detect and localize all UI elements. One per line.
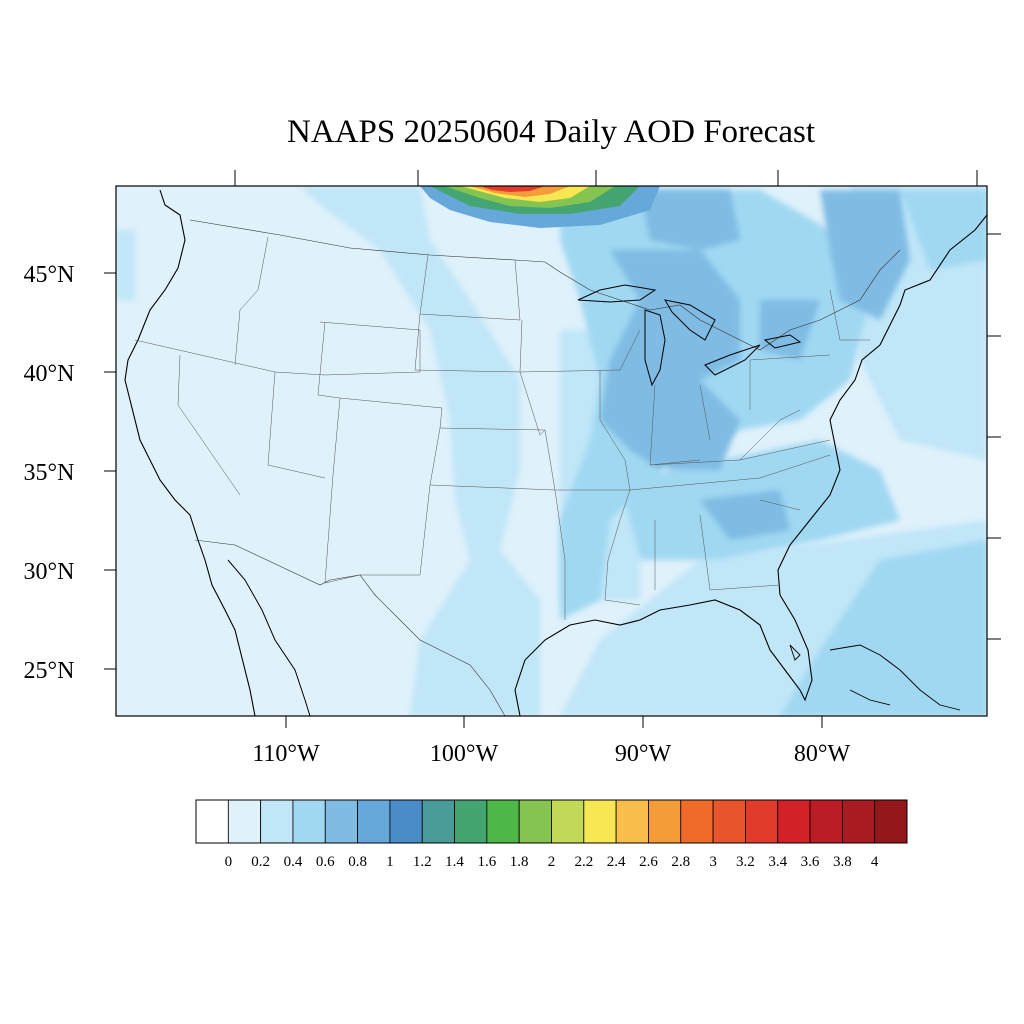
colorbar-tick-label: 1.8 — [510, 854, 529, 870]
colorbar-tick-label: 0 — [225, 854, 233, 870]
colorbar-tick-label: 1.6 — [477, 854, 496, 870]
florida-keys-and-islands — [789, 644, 961, 711]
west-coast-line — [124, 189, 256, 716]
colorbar-tick-label: 1 — [386, 854, 394, 870]
great-lakes — [577, 284, 802, 387]
colorbar-tick-label: 3 — [709, 854, 717, 870]
lat-label: 45°N — [24, 262, 75, 288]
colorbar-swatch — [841, 799, 876, 844]
colorbar-tick-label: 4 — [871, 854, 879, 870]
colorbar-tick-label: 2.8 — [671, 854, 690, 870]
lon-label: 90°W — [615, 741, 672, 767]
lon-label: 110°W — [252, 741, 320, 767]
lat-label: 40°N — [24, 361, 75, 387]
colorbar-swatch — [712, 799, 746, 844]
east-coast-line — [777, 214, 987, 596]
colorbar-outline — [195, 799, 908, 844]
lat-label: 25°N — [24, 658, 75, 684]
coastlines-and-borders — [124, 189, 987, 716]
colorbar-swatch — [324, 799, 358, 844]
colorbar-swatch — [227, 799, 262, 844]
colorbar-tick-label: 0.4 — [284, 854, 303, 870]
colorbar-tick-label: 2.6 — [639, 854, 658, 870]
colorbar-tick-label: 1.2 — [413, 854, 432, 870]
colorbar-swatch — [292, 799, 326, 844]
colorbar-tick-label: 3.2 — [736, 854, 755, 870]
aod-field-0.6-0.8 — [600, 190, 910, 540]
colorbar-swatch — [389, 799, 423, 844]
colorbar-swatch — [454, 799, 488, 844]
colorbar-swatch — [260, 799, 294, 844]
colorbar-swatch — [518, 799, 552, 844]
mexico-border-line — [194, 539, 506, 716]
map-title: NAAPS 20250604 Daily AOD Forecast — [287, 114, 815, 150]
colorbar-swatch — [195, 799, 229, 844]
colorbar-tick-label: 0.6 — [316, 854, 335, 870]
baja-gulf-line — [227, 559, 311, 716]
colorbar-swatch — [809, 799, 843, 844]
colorbar-tick-label: 3.8 — [833, 854, 852, 870]
colorbar-tick-label: 2.4 — [607, 854, 626, 870]
colorbar — [195, 799, 908, 844]
colorbar-swatch — [648, 799, 682, 844]
colorbar-swatch — [551, 799, 585, 844]
colorbar-swatch — [874, 799, 908, 844]
colorbar-swatch — [745, 799, 779, 844]
colorbar-swatch — [486, 799, 520, 844]
latitude-labels: 45°N 40°N 35°N 30°N 25°N — [24, 262, 75, 684]
colorbar-tick-label: 0.8 — [348, 854, 367, 870]
colorbar-swatch — [777, 799, 811, 844]
aod-smoke-plume — [420, 186, 660, 228]
aod-map — [116, 186, 987, 716]
state-boundaries — [134, 236, 870, 620]
lat-label: 35°N — [24, 460, 75, 486]
colorbar-tick-label: 1.4 — [445, 854, 464, 870]
map-tick-marks — [104, 170, 1001, 728]
map-frame — [115, 185, 988, 717]
colorbar-tick-label: 3.4 — [768, 854, 787, 870]
colorbar-tick-label: 3.6 — [801, 854, 820, 870]
colorbar-tick-label: 2 — [548, 854, 556, 870]
canada-border-line — [189, 219, 901, 351]
colorbar-swatch — [357, 799, 391, 844]
gulf-coast-line — [514, 594, 813, 716]
longitude-labels: 110°W 100°W 90°W 80°W — [252, 741, 850, 767]
lon-label: 100°W — [430, 741, 499, 767]
colorbar-labels: 0 0.2 0.4 0.6 0.8 1 1.2 1.4 1.6 1.8 2 2.2 2.4 2.6 2.8 3… — [225, 854, 879, 870]
colorbar-swatch — [421, 799, 455, 844]
colorbar-tick-label: 0.2 — [251, 854, 270, 870]
colorbar-swatch — [615, 799, 649, 844]
colorbar-tick-label: 2.2 — [574, 854, 593, 870]
lat-label: 30°N — [24, 559, 75, 585]
lon-label: 80°W — [794, 741, 851, 767]
colorbar-swatch — [583, 799, 617, 844]
colorbar-swatch — [680, 799, 714, 844]
